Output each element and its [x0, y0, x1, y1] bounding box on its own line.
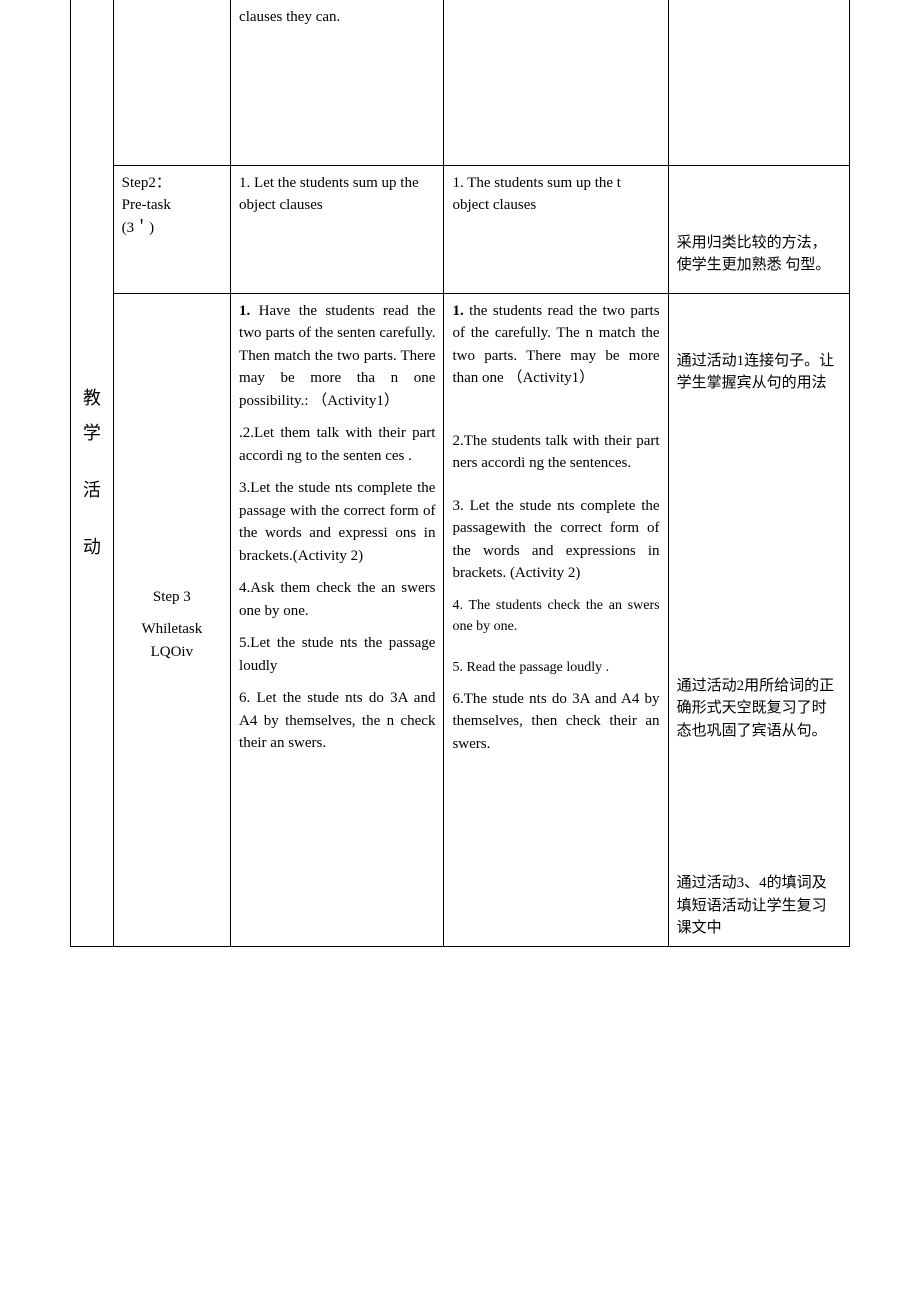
step-sub: Pre-task [122, 194, 222, 217]
body-text: 4. The students check the an swers one b… [452, 595, 659, 637]
student-cell: 1. the students read the two parts of th… [444, 293, 668, 946]
table-row: 教 学 活 动 clauses they can. [71, 0, 850, 165]
note-cell: 通过活动1连接句子。让学生掌握宾从句的用法 通过活动2用所给词的正确形式天空既复… [668, 293, 849, 946]
step-cell [113, 0, 230, 165]
step-title: Step 3 [122, 586, 222, 609]
student-cell [444, 0, 668, 165]
body-text: 3. Let the stude nts complete the passag… [452, 495, 659, 585]
body-text: 6.The stude nts do 3A and A4 by themselv… [452, 688, 659, 756]
body-text: 1. Let the students sum up the object cl… [239, 172, 435, 217]
body-text: 1. the students read the two parts of th… [452, 300, 659, 390]
teacher-cell: 1. Let the students sum up the object cl… [231, 165, 444, 293]
body-text: 5. Read the passage loudly . [452, 657, 659, 678]
body-text: 6. Let the stude nts do 3A and A4 by the… [239, 687, 435, 755]
step-cell: Step2： Pre-task (3＇) [113, 165, 230, 293]
left-label-char: 教 [79, 385, 105, 412]
note-cell [668, 0, 849, 165]
page-root: 教 学 活 动 clauses they can. Step2： Pre-tas… [0, 0, 920, 1007]
body-text: 通过活动3、4的填词及填短语活动让学生复习课文中 [677, 872, 841, 940]
left-label-char: 动 [79, 534, 105, 561]
step-title: Step2： [122, 172, 222, 195]
body-text: 1. Have the students read the two parts … [239, 300, 435, 413]
body-text: 5.Let the stude nts the passage loudly [239, 632, 435, 677]
body-text: 2.The students talk with their part ners… [452, 430, 659, 475]
body-text: .2.Let them talk with their part accordi… [239, 422, 435, 467]
left-label-char: 学 [79, 420, 105, 447]
step-time: (3＇) [122, 217, 222, 240]
lesson-table: 教 学 活 动 clauses they can. Step2： Pre-tas… [70, 0, 850, 947]
body-text: 通过活动2用所给词的正确形式天空既复习了时态也巩固了宾语从句。 [677, 675, 841, 743]
teacher-cell: 1. Have the students read the two parts … [231, 293, 444, 946]
table-row: Step 3 Whiletask LQOiv 1. Have the stude… [71, 293, 850, 946]
teacher-cell: clauses they can. [231, 0, 444, 165]
note-cell: 采用归类比较的方法，使学生更加熟悉 句型。 [668, 165, 849, 293]
left-label-char: 活 [79, 477, 105, 504]
body-text: clauses they can. [239, 6, 435, 29]
body-text: 3.Let the stude nts complete the passage… [239, 477, 435, 567]
table-row: Step2： Pre-task (3＇) 1. Let the students… [71, 165, 850, 293]
body-text: 通过活动1连接句子。让学生掌握宾从句的用法 [677, 350, 841, 395]
step-sub: Whiletask [122, 618, 222, 641]
step-sub2: LQOiv [122, 641, 222, 664]
student-cell: 1. The students sum up the t object clau… [444, 165, 668, 293]
body-text: 4.Ask them check the an swers one by one… [239, 577, 435, 622]
body-text: 采用归类比较的方法，使学生更加熟悉 句型。 [677, 232, 841, 277]
body-text: 1. The students sum up the t object clau… [452, 172, 659, 217]
step-cell: Step 3 Whiletask LQOiv [113, 293, 230, 946]
left-label-cell: 教 学 活 动 [71, 0, 114, 946]
